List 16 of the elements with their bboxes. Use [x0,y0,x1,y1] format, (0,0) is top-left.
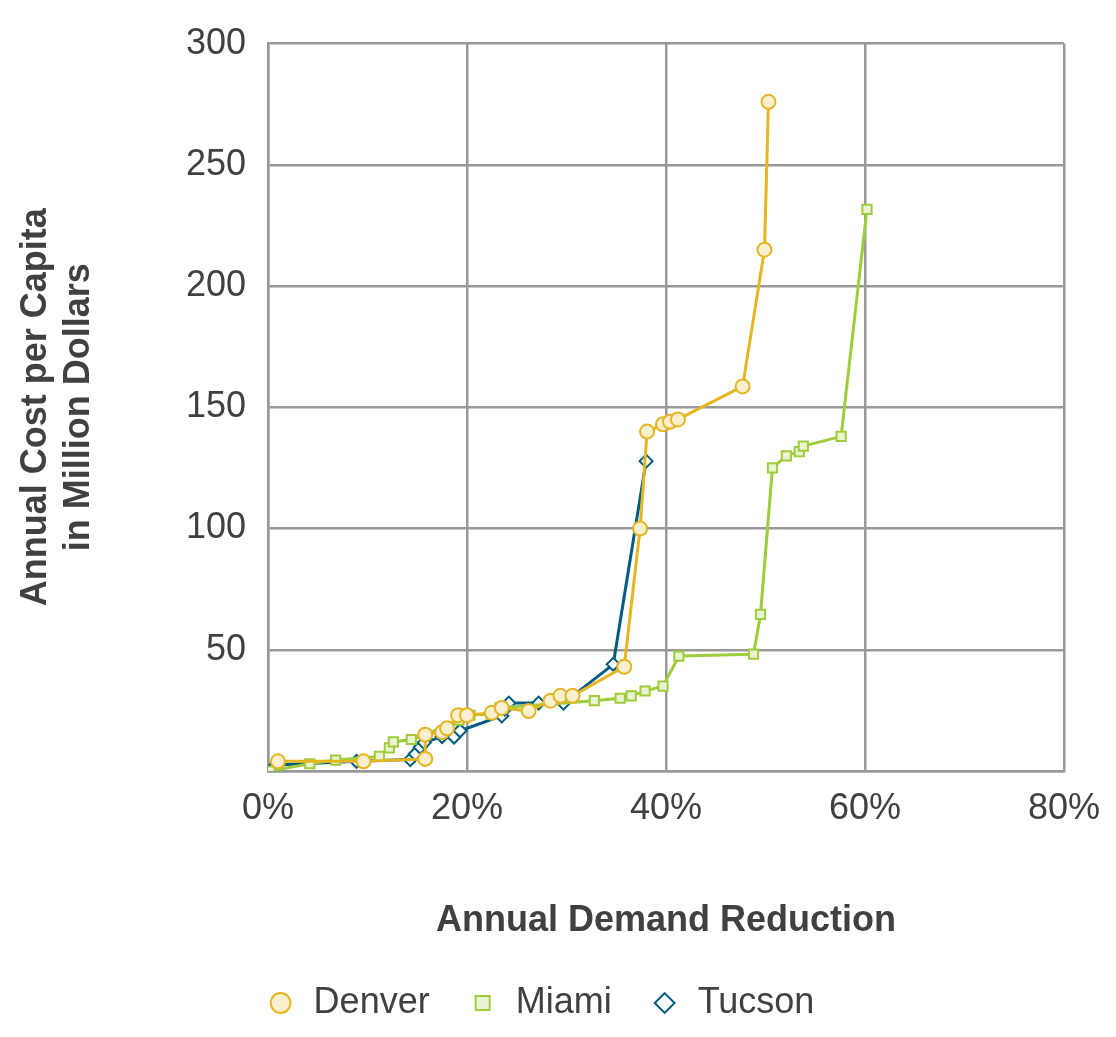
x-tick-label: 40% [629,785,703,827]
y-tick-label: 200 [185,262,246,304]
legend-label: Miami [515,979,612,1021]
x-tick-label: 60% [828,785,902,827]
y-tick-label: 50 [205,626,246,668]
y-tick-label: 150 [185,384,246,426]
x-tick-label: 80% [1027,785,1100,827]
y-axis-title: Annual Cost per Capita in Million Dollars [12,207,97,607]
legend-label: Denver [313,979,430,1021]
legend-label: Tucson [697,979,815,1021]
x-tick-label: 20% [430,785,504,827]
y-tick-label: 250 [185,141,246,183]
y-tick-label: 100 [185,505,246,547]
y-tick-label: 300 [185,20,246,62]
x-axis-title: Annual Demand Reduction [435,898,896,940]
x-tick-label: 0% [241,785,295,827]
